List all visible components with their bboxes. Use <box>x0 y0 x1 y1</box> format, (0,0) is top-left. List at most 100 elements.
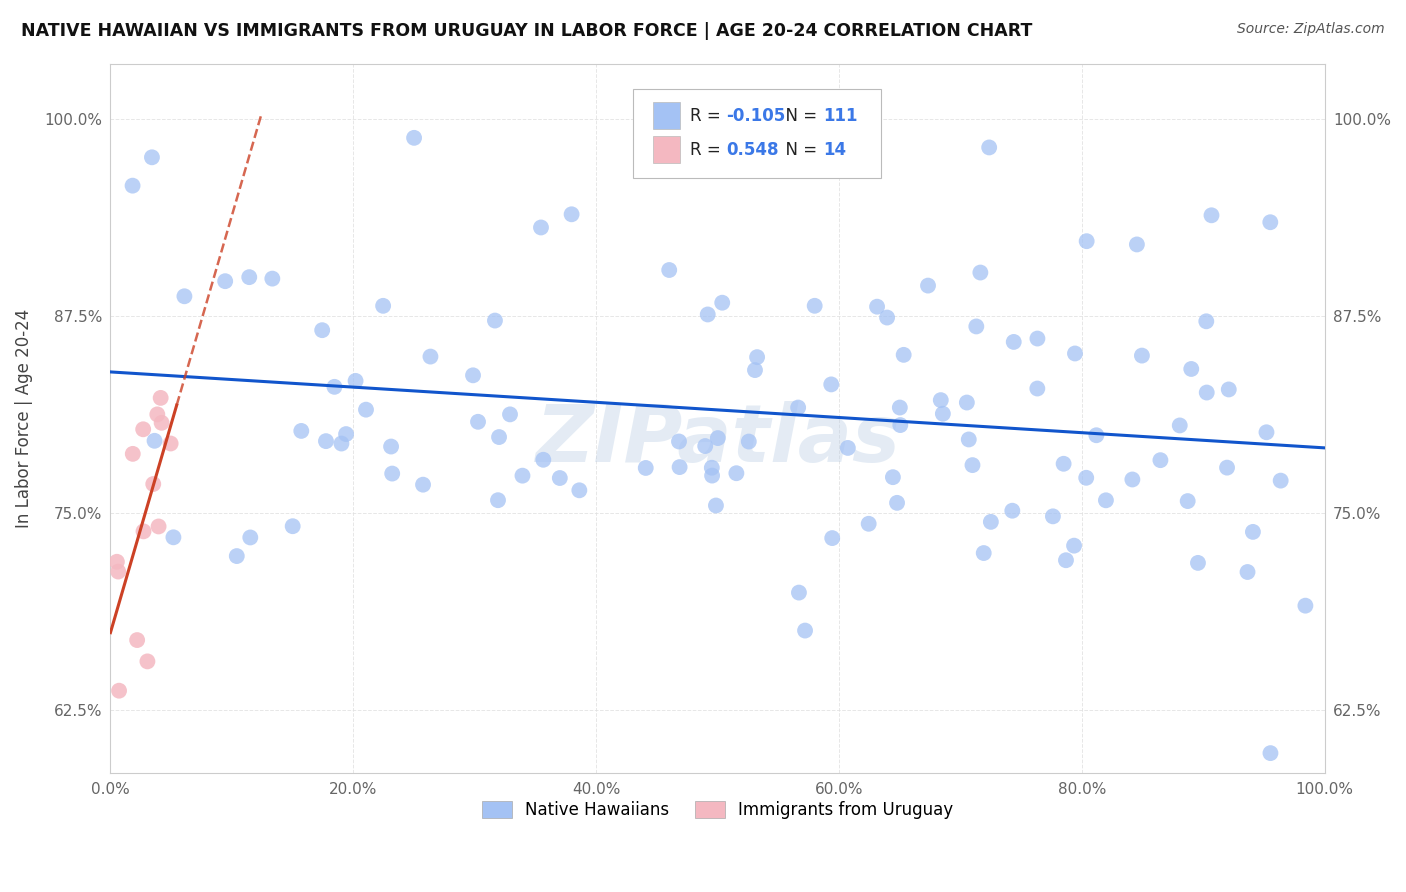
FancyBboxPatch shape <box>633 89 882 178</box>
Point <box>1195 314 1218 328</box>
Y-axis label: In Labor Force | Age 20-24: In Labor Force | Age 20-24 <box>15 310 32 528</box>
Point <box>1026 382 1049 396</box>
Point <box>1042 509 1064 524</box>
Point <box>956 395 979 409</box>
Point <box>530 220 553 235</box>
Point <box>1218 383 1240 397</box>
Point <box>745 350 768 364</box>
Point <box>803 299 825 313</box>
Point <box>1187 556 1209 570</box>
Point <box>371 299 394 313</box>
Point <box>1095 493 1118 508</box>
Point <box>725 467 748 481</box>
Point <box>1216 460 1239 475</box>
Point <box>1168 418 1191 433</box>
Point <box>1294 599 1316 613</box>
Point <box>108 683 131 698</box>
Text: 14: 14 <box>823 141 846 159</box>
Point <box>889 418 911 433</box>
Point <box>837 441 859 455</box>
Point <box>281 519 304 533</box>
Text: NATIVE HAWAIIAN VS IMMIGRANTS FROM URUGUAY IN LABOR FORCE | AGE 20-24 CORRELATIO: NATIVE HAWAIIAN VS IMMIGRANTS FROM URUGU… <box>21 22 1032 40</box>
Point <box>143 434 166 448</box>
Point <box>1241 524 1264 539</box>
Point <box>1149 453 1171 467</box>
Point <box>1236 565 1258 579</box>
Point <box>1002 334 1025 349</box>
Point <box>969 266 991 280</box>
Point <box>965 319 987 334</box>
Point <box>889 401 911 415</box>
Point <box>225 549 247 563</box>
Point <box>700 468 723 483</box>
Point <box>214 274 236 288</box>
Point <box>162 530 184 544</box>
Point <box>980 515 1002 529</box>
Point <box>146 408 169 422</box>
Point <box>668 434 690 449</box>
Point <box>159 436 181 450</box>
Point <box>568 483 591 498</box>
Point <box>787 401 810 415</box>
Point <box>886 496 908 510</box>
Point <box>858 516 880 531</box>
Point <box>1270 474 1292 488</box>
Point <box>499 408 522 422</box>
Point <box>173 289 195 303</box>
Point <box>354 402 377 417</box>
Text: N =: N = <box>775 141 823 159</box>
Point <box>484 313 506 327</box>
Point <box>696 308 718 322</box>
Point <box>412 477 434 491</box>
Point <box>132 524 155 539</box>
Point <box>149 391 172 405</box>
Point <box>711 295 734 310</box>
Point <box>148 519 170 533</box>
Point <box>1052 457 1074 471</box>
Point <box>1064 346 1087 360</box>
Point <box>381 467 404 481</box>
Point <box>561 207 583 221</box>
Point <box>1001 504 1024 518</box>
Point <box>1063 539 1085 553</box>
Point <box>917 278 939 293</box>
Point <box>404 131 426 145</box>
Point <box>893 348 915 362</box>
Point <box>105 555 128 569</box>
Point <box>744 363 766 377</box>
Point <box>1195 385 1218 400</box>
Point <box>876 310 898 325</box>
Point <box>121 178 143 193</box>
Text: ZIPatlas: ZIPatlas <box>536 401 900 479</box>
Point <box>136 654 159 668</box>
Point <box>461 368 484 383</box>
Point <box>315 434 337 449</box>
Legend: Native Hawaiians, Immigrants from Uruguay: Native Hawaiians, Immigrants from Urugua… <box>475 794 960 825</box>
Point <box>794 624 817 638</box>
Point <box>531 452 554 467</box>
Text: N =: N = <box>775 107 823 125</box>
Text: R =: R = <box>689 107 725 125</box>
Point <box>150 416 173 430</box>
Point <box>467 415 489 429</box>
Point <box>1085 428 1108 442</box>
Point <box>290 424 312 438</box>
Text: R =: R = <box>689 141 725 159</box>
Text: 0.548: 0.548 <box>725 141 779 159</box>
Point <box>929 393 952 408</box>
Point <box>1180 362 1202 376</box>
Point <box>957 433 980 447</box>
Point <box>262 271 284 285</box>
Point <box>882 470 904 484</box>
Point <box>634 461 657 475</box>
Point <box>488 430 510 444</box>
Text: -0.105: -0.105 <box>725 107 786 125</box>
Point <box>866 300 889 314</box>
Point <box>512 468 534 483</box>
FancyBboxPatch shape <box>654 136 681 163</box>
Point <box>311 323 333 337</box>
Point <box>962 458 984 472</box>
Point <box>700 460 723 475</box>
Point <box>330 436 353 450</box>
Point <box>973 546 995 560</box>
